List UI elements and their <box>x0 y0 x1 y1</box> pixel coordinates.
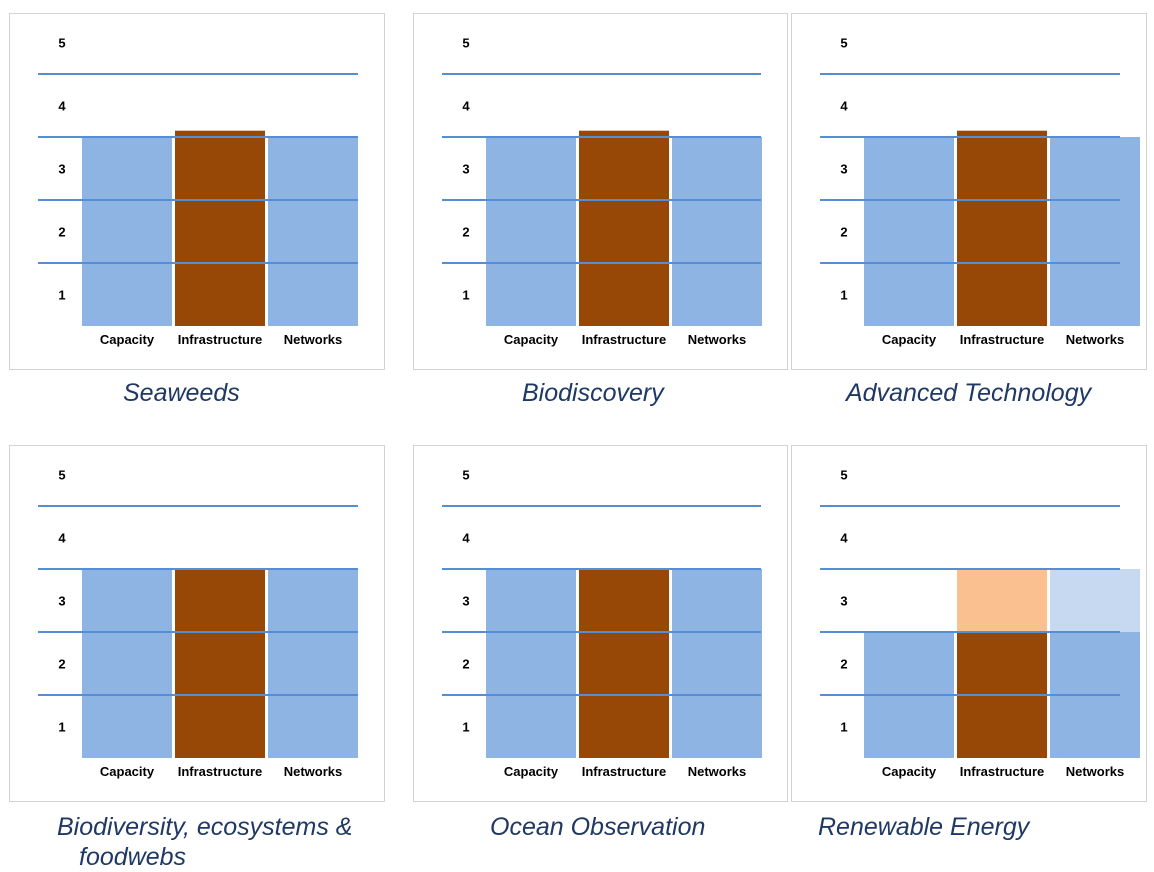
y-tick-label-3: 3 <box>462 594 469 609</box>
y-tick-label-3: 3 <box>58 594 65 609</box>
x-tick-label-infrastructure: Infrastructure <box>582 332 667 347</box>
caption-advanced-technology: Advanced Technology <box>846 379 1092 407</box>
chart-panel-advanced-technology: 1 2 3 4 5 Capacity Infrastructure Networks <box>791 13 1147 370</box>
x-tick-label-networks: Networks <box>1066 332 1125 347</box>
caption-biodiversity-line2: foodwebs <box>79 843 187 871</box>
y-tick-label-1: 1 <box>840 720 847 735</box>
bar-networks <box>672 137 762 326</box>
bar-capacity <box>486 137 576 326</box>
y-tick-label-1: 1 <box>462 288 469 303</box>
x-tick-label-networks: Networks <box>284 764 343 779</box>
caption-renewable-energy: Renewable Energy <box>818 813 1030 841</box>
bar-networks <box>268 137 358 326</box>
bar-infrastructure <box>957 130 1047 326</box>
bar-chart-renewable-energy: 1 2 3 4 5 Capacity Infrastructure Networks <box>820 468 1140 779</box>
y-tick-label-2: 2 <box>462 225 469 240</box>
bar-chart-biodiscovery: 1 2 3 4 5 Capacity Infrastructure Networks <box>442 36 762 347</box>
x-tick-label-capacity: Capacity <box>882 332 937 347</box>
caption-ocean-observation: Ocean Observation <box>490 813 706 841</box>
y-tick-label-4: 4 <box>58 99 66 114</box>
x-tick-label-infrastructure: Infrastructure <box>582 764 667 779</box>
x-tick-label-networks: Networks <box>284 332 343 347</box>
x-tick-label-infrastructure: Infrastructure <box>960 764 1045 779</box>
y-tick-label-4: 4 <box>462 99 470 114</box>
x-tick-label-networks: Networks <box>688 332 747 347</box>
y-tick-label-4: 4 <box>58 531 66 546</box>
y-tick-label-4: 4 <box>462 531 470 546</box>
bar-networks <box>268 569 358 758</box>
x-tick-label-capacity: Capacity <box>504 764 559 779</box>
y-tick-label-5: 5 <box>58 468 65 483</box>
x-tick-label-networks: Networks <box>1066 764 1125 779</box>
y-tick-label-1: 1 <box>58 288 65 303</box>
chart-panel-renewable-energy: 1 2 3 4 5 Capacity Infrastructure Networks <box>791 445 1147 802</box>
caption-biodiversity-line1: Biodiversity, ecosystems & <box>57 813 353 841</box>
x-tick-label-infrastructure: Infrastructure <box>178 764 263 779</box>
bar-chart-seaweeds: 1 2 3 4 5 Capacity Infrastructure Networks <box>38 36 358 347</box>
x-tick-label-capacity: Capacity <box>100 332 155 347</box>
y-tick-label-3: 3 <box>58 162 65 177</box>
y-tick-label-3: 3 <box>462 162 469 177</box>
y-tick-label-5: 5 <box>462 36 469 51</box>
caption-biodiscovery: Biodiscovery <box>522 379 664 407</box>
y-tick-label-3: 3 <box>840 162 847 177</box>
x-tick-label-capacity: Capacity <box>882 764 937 779</box>
bar-infrastructure <box>579 130 669 326</box>
y-tick-label-2: 2 <box>840 225 847 240</box>
bar-infrastructure <box>579 569 669 758</box>
bar-infrastructure <box>175 569 265 758</box>
bar-chart-biodiversity: 1 2 3 4 5 Capacity Infrastructure Networks <box>38 468 358 779</box>
bar-target-infrastructure <box>957 569 1047 632</box>
chart-panel-biodiscovery: 1 2 3 4 5 Capacity Infrastructure Networks <box>413 13 788 370</box>
bar-networks <box>672 569 762 758</box>
y-tick-label-2: 2 <box>840 657 847 672</box>
bar-capacity <box>486 569 576 758</box>
y-tick-label-2: 2 <box>58 657 65 672</box>
chart-panel-ocean-observation: 1 2 3 4 5 Capacity Infrastructure Networks <box>413 445 788 802</box>
chart-panel-biodiversity: 1 2 3 4 5 Capacity Infrastructure Networks <box>9 445 385 802</box>
y-tick-label-1: 1 <box>58 720 65 735</box>
caption-biodiversity: Biodiversity, ecosystems & foodwebs <box>57 812 387 872</box>
x-tick-label-infrastructure: Infrastructure <box>960 332 1045 347</box>
y-tick-label-4: 4 <box>840 531 848 546</box>
x-tick-label-capacity: Capacity <box>100 764 155 779</box>
bar-chart-advanced-technology: 1 2 3 4 5 Capacity Infrastructure Networks <box>820 36 1140 347</box>
y-tick-label-2: 2 <box>58 225 65 240</box>
y-tick-label-2: 2 <box>462 657 469 672</box>
bar-capacity <box>82 569 172 758</box>
y-tick-label-5: 5 <box>840 36 847 51</box>
x-tick-label-capacity: Capacity <box>504 332 559 347</box>
y-tick-label-1: 1 <box>840 288 847 303</box>
caption-seaweeds: Seaweeds <box>123 379 240 407</box>
y-tick-label-5: 5 <box>462 468 469 483</box>
y-tick-label-1: 1 <box>462 720 469 735</box>
y-tick-label-3: 3 <box>840 594 847 609</box>
bar-infrastructure <box>175 130 265 326</box>
bar-networks <box>1050 137 1140 326</box>
bar-capacity <box>82 137 172 326</box>
y-tick-label-4: 4 <box>840 99 848 114</box>
bar-target-networks <box>1050 569 1140 632</box>
bar-capacity <box>864 137 954 326</box>
chart-panel-seaweeds: 1 2 3 4 5 Capacity Infrastructure Networks <box>9 13 385 370</box>
x-tick-label-infrastructure: Infrastructure <box>178 332 263 347</box>
y-tick-label-5: 5 <box>840 468 847 483</box>
bar-chart-ocean-observation: 1 2 3 4 5 Capacity Infrastructure Networks <box>442 468 762 779</box>
x-tick-label-networks: Networks <box>688 764 747 779</box>
y-tick-label-5: 5 <box>58 36 65 51</box>
